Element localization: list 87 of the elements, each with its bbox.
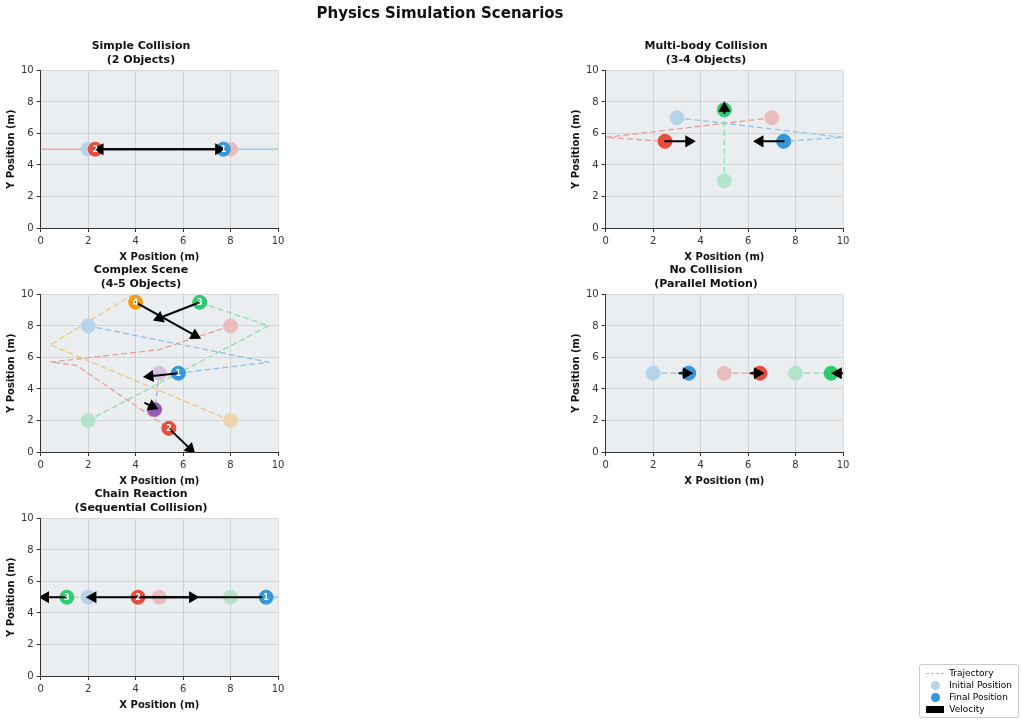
- y-tick-label: 2: [27, 414, 34, 426]
- x-tick-label: 10: [836, 234, 850, 246]
- y-axis-title: Y Position (m): [569, 109, 581, 190]
- x-tick-label: 4: [132, 234, 139, 246]
- x-axis-title: X Position (m): [119, 250, 200, 262]
- x-tick-label: 10: [271, 458, 285, 470]
- y-tick-label: 8: [27, 319, 34, 331]
- x-tick-label: 6: [744, 458, 752, 470]
- x-tick-label: 8: [227, 234, 234, 246]
- x-axis-title: X Position (m): [119, 698, 200, 710]
- x-tick-label: 8: [792, 234, 799, 246]
- x-tick-label: 10: [836, 458, 850, 470]
- y-tick-label: 2: [592, 414, 599, 426]
- y-tick-label: 0: [592, 221, 599, 233]
- annotation: 2: [135, 592, 141, 602]
- y-tick-label: 6: [27, 127, 34, 139]
- y-tick-label: 4: [592, 382, 599, 394]
- y-tick-label: 8: [27, 95, 34, 107]
- chart-title: No Collision (Parallel Motion): [654, 263, 758, 290]
- text: Physics Simulation Scenarios: [315, 4, 565, 22]
- annotation: 1: [263, 592, 270, 602]
- x-tick-label: 0: [37, 234, 44, 246]
- x-tick-label: 6: [179, 234, 187, 246]
- x-tick-label: 4: [132, 458, 139, 470]
- y-tick-label: 2: [27, 190, 34, 202]
- chart-title: Multi-body Collision (3-4 Objects): [644, 39, 768, 66]
- y-tick-label: 10: [20, 63, 34, 75]
- x-tick-label: 0: [602, 234, 609, 246]
- x-tick-label: 4: [132, 682, 139, 694]
- x-tick-label: 4: [697, 234, 704, 246]
- x-tick-label: 2: [84, 682, 92, 694]
- y-tick-label: 2: [27, 638, 34, 650]
- x-tick-label: 6: [179, 458, 187, 470]
- y-tick-label: 10: [20, 287, 34, 299]
- x-tick-label: 0: [37, 458, 44, 470]
- x-tick-label: 0: [602, 458, 609, 470]
- y-tick-label: 8: [27, 543, 34, 555]
- x-tick-label: 6: [179, 682, 187, 694]
- x-tick-label: 2: [649, 458, 657, 470]
- y-axis-title: Y Position (m): [4, 557, 16, 638]
- y-tick-label: 6: [592, 351, 599, 363]
- y-tick-label: 0: [27, 669, 34, 681]
- y-tick-label: 6: [27, 575, 34, 587]
- annotation: 1: [175, 368, 182, 378]
- x-tick-label: 8: [227, 682, 234, 694]
- y-tick-label: 8: [592, 95, 599, 107]
- y-tick-label: 6: [592, 127, 599, 139]
- y-tick-label: 10: [20, 511, 34, 523]
- legend-label: Velocity: [949, 704, 985, 714]
- annotation: 3: [64, 592, 70, 602]
- chart-title: Chain Reaction (Sequential Collision): [74, 487, 208, 514]
- chart-title: Complex Scene (4-5 Objects): [93, 263, 189, 290]
- y-tick-label: 6: [27, 351, 34, 363]
- y-tick-label: 0: [27, 221, 34, 233]
- annotation: 2: [166, 423, 172, 433]
- x-axis-title: X Position (m): [119, 474, 200, 486]
- x-tick-label: 2: [84, 458, 92, 470]
- legend-label: Initial Position: [949, 680, 1012, 690]
- x-tick-label: 2: [649, 234, 657, 246]
- x-tick-label: 2: [84, 234, 92, 246]
- x-axis-title: X Position (m): [684, 474, 765, 486]
- annotation: 3: [196, 297, 203, 307]
- y-tick-label: 10: [585, 63, 599, 75]
- y-axis-title: Y Position (m): [4, 109, 16, 190]
- chart-title: Simple Collision (2 Objects): [91, 39, 191, 66]
- legend-label: Trajectory: [949, 668, 994, 678]
- y-tick-label: 4: [27, 158, 34, 170]
- y-axis-title: Y Position (m): [4, 333, 16, 414]
- x-axis-title: X Position (m): [684, 250, 765, 262]
- annotation: 4: [132, 297, 139, 307]
- x-tick-label: 10: [271, 682, 285, 694]
- x-tick-label: 4: [697, 458, 704, 470]
- y-axis-title: Y Position (m): [569, 333, 581, 414]
- x-tick-label: 8: [227, 458, 234, 470]
- y-tick-label: 2: [592, 190, 599, 202]
- legend-label: Final Position: [949, 692, 1008, 702]
- y-tick-label: 4: [27, 382, 34, 394]
- y-tick-label: 0: [592, 445, 599, 457]
- x-tick-label: 10: [271, 234, 285, 246]
- y-tick-label: 10: [585, 287, 599, 299]
- x-tick-label: 8: [792, 458, 799, 470]
- y-tick-label: 0: [27, 445, 34, 457]
- x-tick-label: 6: [744, 234, 752, 246]
- y-tick-label: 8: [592, 319, 599, 331]
- y-tick-label: 4: [27, 606, 34, 618]
- y-tick-label: 4: [592, 158, 599, 170]
- x-tick-label: 0: [37, 682, 44, 694]
